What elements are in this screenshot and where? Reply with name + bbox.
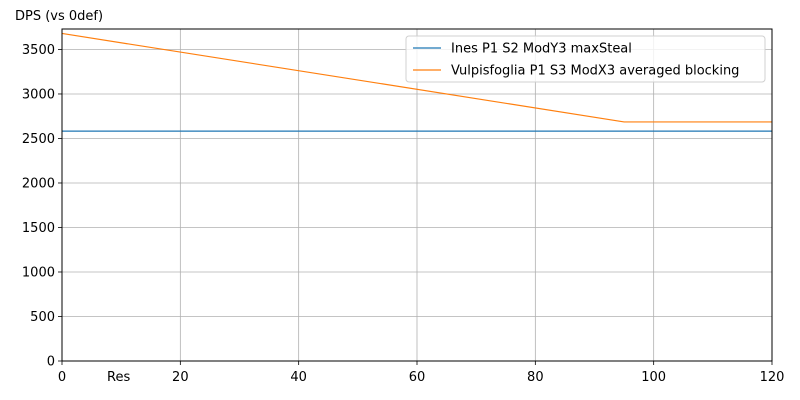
x-tick-label: 60 — [409, 370, 426, 385]
legend-box — [405, 35, 766, 83]
series-lines — [61, 32, 772, 132]
ticks: 0 20 40 60 80 100 120 0 500 1000 1500 2000 2500 3000 3… — [22, 43, 785, 385]
x-tick-label: 40 — [290, 370, 307, 385]
y-tick-label: 500 — [30, 310, 55, 325]
x-axis-label: Res — [107, 370, 130, 385]
y-tick-label: 0 — [47, 355, 55, 370]
y-tick-label: 2500 — [22, 132, 55, 147]
legend-entry-1: Ines P1 S2 ModY3 maxSteal — [451, 42, 632, 57]
x-tick-label: 120 — [760, 370, 785, 385]
legend-entry-2: Vulpisfoglia P1 S3 ModX3 averaged blocki… — [451, 64, 739, 79]
x-tick-label: 0 — [58, 370, 66, 385]
y-tick-label: 1000 — [22, 265, 55, 280]
y-tick-label: 2000 — [22, 176, 55, 191]
y-tick-label: 3000 — [22, 87, 55, 102]
y-axis-label: DPS (vs 0def) — [15, 9, 103, 24]
x-tick-label: 20 — [172, 370, 189, 385]
y-tick-label: 3500 — [22, 43, 55, 58]
x-tick-label: 100 — [641, 370, 666, 385]
x-tick-label: 80 — [527, 370, 544, 385]
y-tick-label: 1500 — [22, 221, 55, 236]
legend: Ines P1 S2 ModY3 maxSteal Vulpisfoglia P1… — [405, 35, 766, 83]
series-line-2 — [61, 32, 772, 123]
